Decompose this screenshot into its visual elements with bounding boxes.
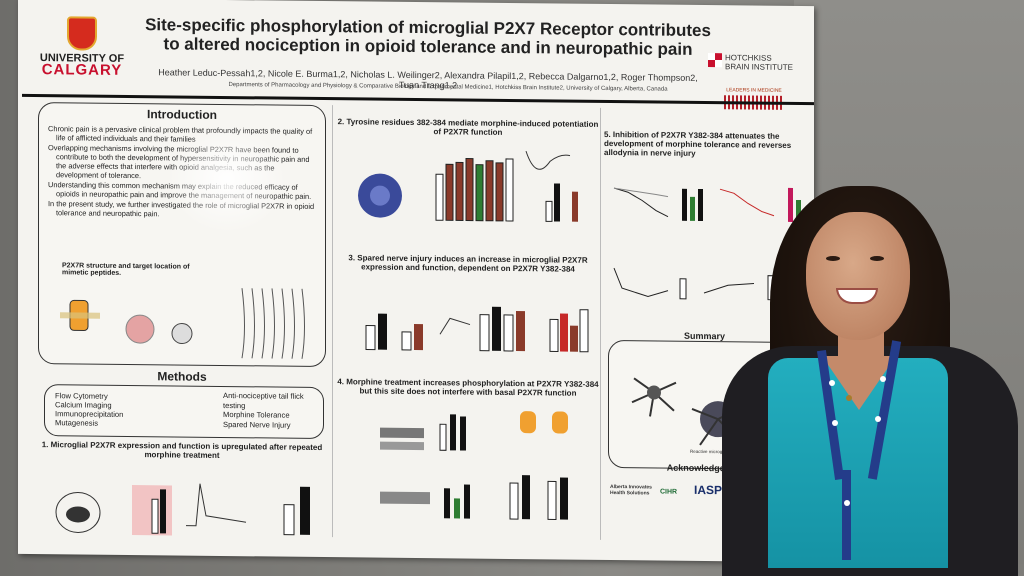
section3-figures: [365, 306, 589, 353]
section1-heading: 1. Microglial P2X7R expression and funct…: [41, 440, 323, 460]
necklace-charm: [846, 395, 852, 401]
methods-left: Flow Cytometry Calcium Imaging Immunopre…: [55, 391, 123, 428]
section2-heading: 2. Tyrosine residues 382-384 mediate mor…: [337, 117, 599, 137]
summary-heading: Summary: [684, 330, 726, 342]
lanyard-logo: [832, 420, 838, 426]
institute-mark-icon: [708, 53, 722, 68]
column-left: Introduction Chronic pain is a pervasive…: [32, 102, 332, 557]
methods-right: Anti-nociceptive tail flick testing Morp…: [223, 391, 323, 430]
lanyard-logo: [880, 376, 886, 382]
right-eye: [870, 256, 884, 261]
method-item: Spared Nerve Injury: [223, 419, 291, 430]
section4-figures: [380, 411, 568, 520]
sponsor-alberta: Alberta Innovates Health Solutions: [610, 484, 652, 497]
crest-icon: [67, 16, 97, 51]
section4-heading: 4. Morphine treatment increases phosphor…: [337, 377, 599, 398]
section2-figures: [358, 150, 578, 222]
left-eye: [826, 256, 840, 261]
methods-heading: Methods: [157, 369, 207, 384]
poster-title: Site-specific phosphorylation of microgl…: [145, 15, 711, 59]
column-middle: 2. Tyrosine residues 382-384 mediate mor…: [336, 105, 600, 560]
section3-heading: 3. Spared nerve injury induces an increa…: [348, 253, 588, 274]
structure-label: P2X7R structure and target location of m…: [62, 262, 190, 277]
leaders-text: LEADERS IN MEDICINE: [726, 87, 782, 94]
university-logo: UNIVERSITY OF CALGARY: [32, 16, 132, 79]
method-item: Morphine Tolerance: [223, 409, 290, 420]
institute-logo: HOTCHKISS BRAIN INSTITUTE: [708, 53, 808, 72]
section5-heading: 5. Inhibition of P2X7R Y382-384 attenuat…: [604, 129, 792, 158]
research-poster: UNIVERSITY OF CALGARY Site-specific phos…: [18, 0, 814, 563]
method-item: Mutagenesis: [55, 418, 99, 428]
section1-figures: [55, 483, 310, 536]
photo-scene: UNIVERSITY OF CALGARY Site-specific phos…: [18, 0, 1024, 576]
sponsor-iasp: IASP: [694, 482, 723, 498]
light-glare: [167, 123, 287, 235]
column-divider: [600, 107, 601, 540]
institute-line1: HOTCHKISS: [725, 53, 772, 63]
lanyard-logo: [829, 380, 835, 386]
sponsor-cihr: CIHR: [660, 488, 678, 496]
institute-line2: BRAIN INSTITUTE: [725, 62, 794, 72]
lanyard-logo: [844, 500, 850, 506]
person-face: [806, 212, 910, 340]
column-divider: [332, 105, 333, 538]
lanyard-logo: [875, 416, 881, 422]
methods-box: Flow Cytometry Calcium Imaging Immunopre…: [44, 384, 324, 440]
p2x7r-structure-figure: [60, 288, 305, 359]
lanyard-strap-center: [842, 470, 851, 560]
method-item: Anti-nociceptive tail flick testing: [223, 390, 304, 410]
university-line2: CALGARY: [41, 61, 123, 79]
